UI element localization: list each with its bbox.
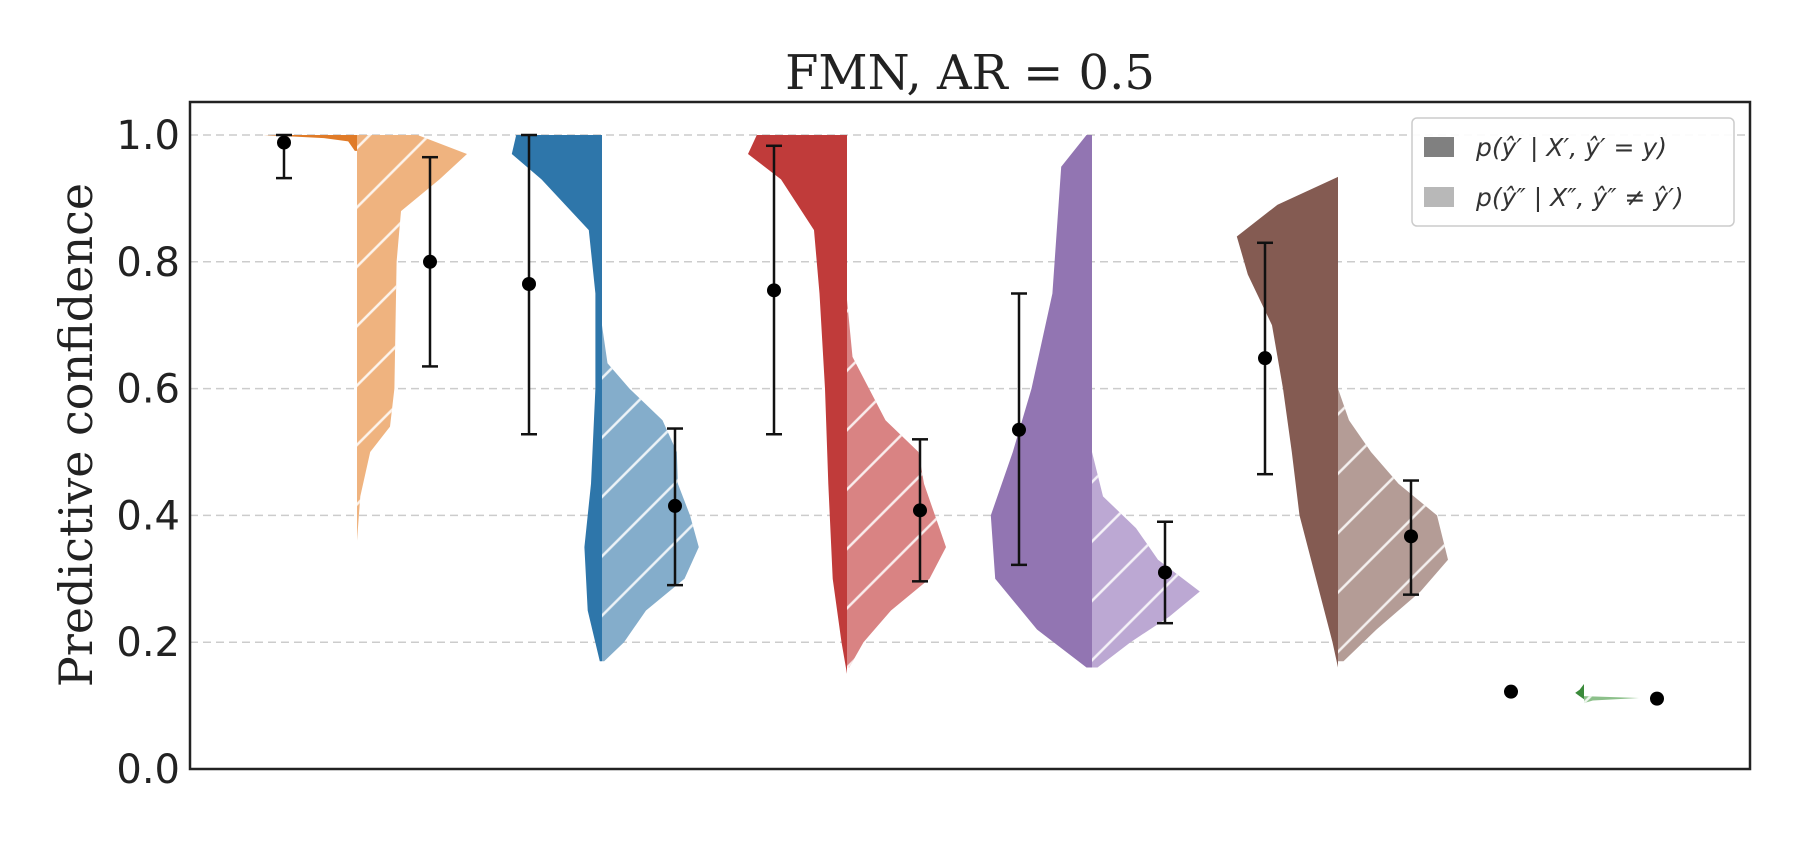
y-tick-label: 1.0 bbox=[116, 113, 180, 159]
y-axis-label: Predictive confidence bbox=[49, 183, 103, 687]
violin-adversarial-hatch bbox=[1092, 452, 1200, 668]
violin-correct bbox=[511, 135, 602, 662]
stat-correct-4 bbox=[1011, 292, 1027, 567]
legend-swatch-adversarial bbox=[1424, 187, 1454, 207]
stat-correct-2 bbox=[521, 133, 537, 436]
error-bars bbox=[276, 133, 1664, 706]
stat-adversarial-3 bbox=[912, 438, 928, 583]
y-tick-label: 0.8 bbox=[116, 240, 180, 286]
violin-adversarial-hatch bbox=[847, 299, 946, 668]
legend-swatch-correct bbox=[1424, 137, 1454, 157]
y-tick-label: 0.2 bbox=[116, 620, 180, 666]
gridlines bbox=[190, 134, 1750, 643]
stat-correct-3 bbox=[766, 144, 782, 436]
stat-adversarial-5 bbox=[1403, 479, 1419, 596]
legend-box bbox=[1411, 117, 1735, 227]
violin-correct bbox=[990, 135, 1092, 668]
mean-point bbox=[1258, 351, 1272, 366]
y-tick-label: 0.4 bbox=[116, 493, 180, 539]
y-tick-label: 0.6 bbox=[116, 367, 180, 413]
mean-point bbox=[913, 503, 927, 518]
violin-group-1 bbox=[263, 135, 467, 541]
violin-adversarial-hatch bbox=[602, 325, 699, 662]
stat-correct-6 bbox=[1504, 684, 1518, 699]
mean-point bbox=[1012, 422, 1026, 437]
violin-adversarial-hatch bbox=[357, 135, 467, 541]
stat-adversarial-6 bbox=[1650, 691, 1664, 706]
mean-point bbox=[277, 135, 291, 150]
stat-correct-5 bbox=[1257, 241, 1273, 476]
violin-correct bbox=[748, 135, 847, 674]
violin-group-6 bbox=[1575, 684, 1639, 704]
stat-adversarial-2 bbox=[667, 427, 683, 587]
y-tick-label: 0.0 bbox=[116, 747, 180, 793]
violin-adversarial-hatch bbox=[1584, 696, 1639, 704]
mean-point bbox=[1404, 529, 1418, 544]
violin-adversarial-hatch bbox=[1338, 388, 1448, 662]
violin-group-2 bbox=[511, 135, 699, 662]
violin-correct bbox=[263, 135, 357, 151]
mean-point bbox=[767, 283, 781, 298]
chart-title: FMN, AR = 0.5 bbox=[785, 45, 1155, 101]
mean-point bbox=[1504, 684, 1518, 699]
violins bbox=[263, 135, 1639, 704]
mean-point bbox=[423, 254, 437, 269]
y-axis-ticks: 0.0 0.2 0.4 0.6 0.8 1.0 bbox=[116, 113, 180, 793]
stat-correct-1 bbox=[276, 133, 292, 180]
mean-point bbox=[522, 276, 536, 291]
violin-group-4 bbox=[990, 135, 1200, 668]
violin-correct bbox=[1575, 684, 1584, 700]
violin-group-3 bbox=[748, 135, 946, 674]
violin-correct bbox=[1236, 176, 1338, 668]
legend-label-correct: p(ŷ′ | X′, ŷ′ = y) bbox=[1475, 133, 1667, 162]
mean-point bbox=[668, 498, 682, 513]
mean-point bbox=[1650, 691, 1664, 706]
stat-adversarial-4 bbox=[1157, 520, 1173, 625]
legend: p(ŷ′ | X′, ŷ′ = y) p(ŷ″ | X″, ŷ″ ≠ ŷ′) bbox=[1411, 117, 1735, 227]
mean-point bbox=[1158, 565, 1172, 580]
plot-frame bbox=[188, 100, 1752, 771]
violin-group-5 bbox=[1236, 176, 1448, 668]
stat-adversarial-1 bbox=[422, 155, 438, 368]
legend-label-adversarial: p(ŷ″ | X″, ŷ″ ≠ ŷ′) bbox=[1475, 183, 1684, 212]
